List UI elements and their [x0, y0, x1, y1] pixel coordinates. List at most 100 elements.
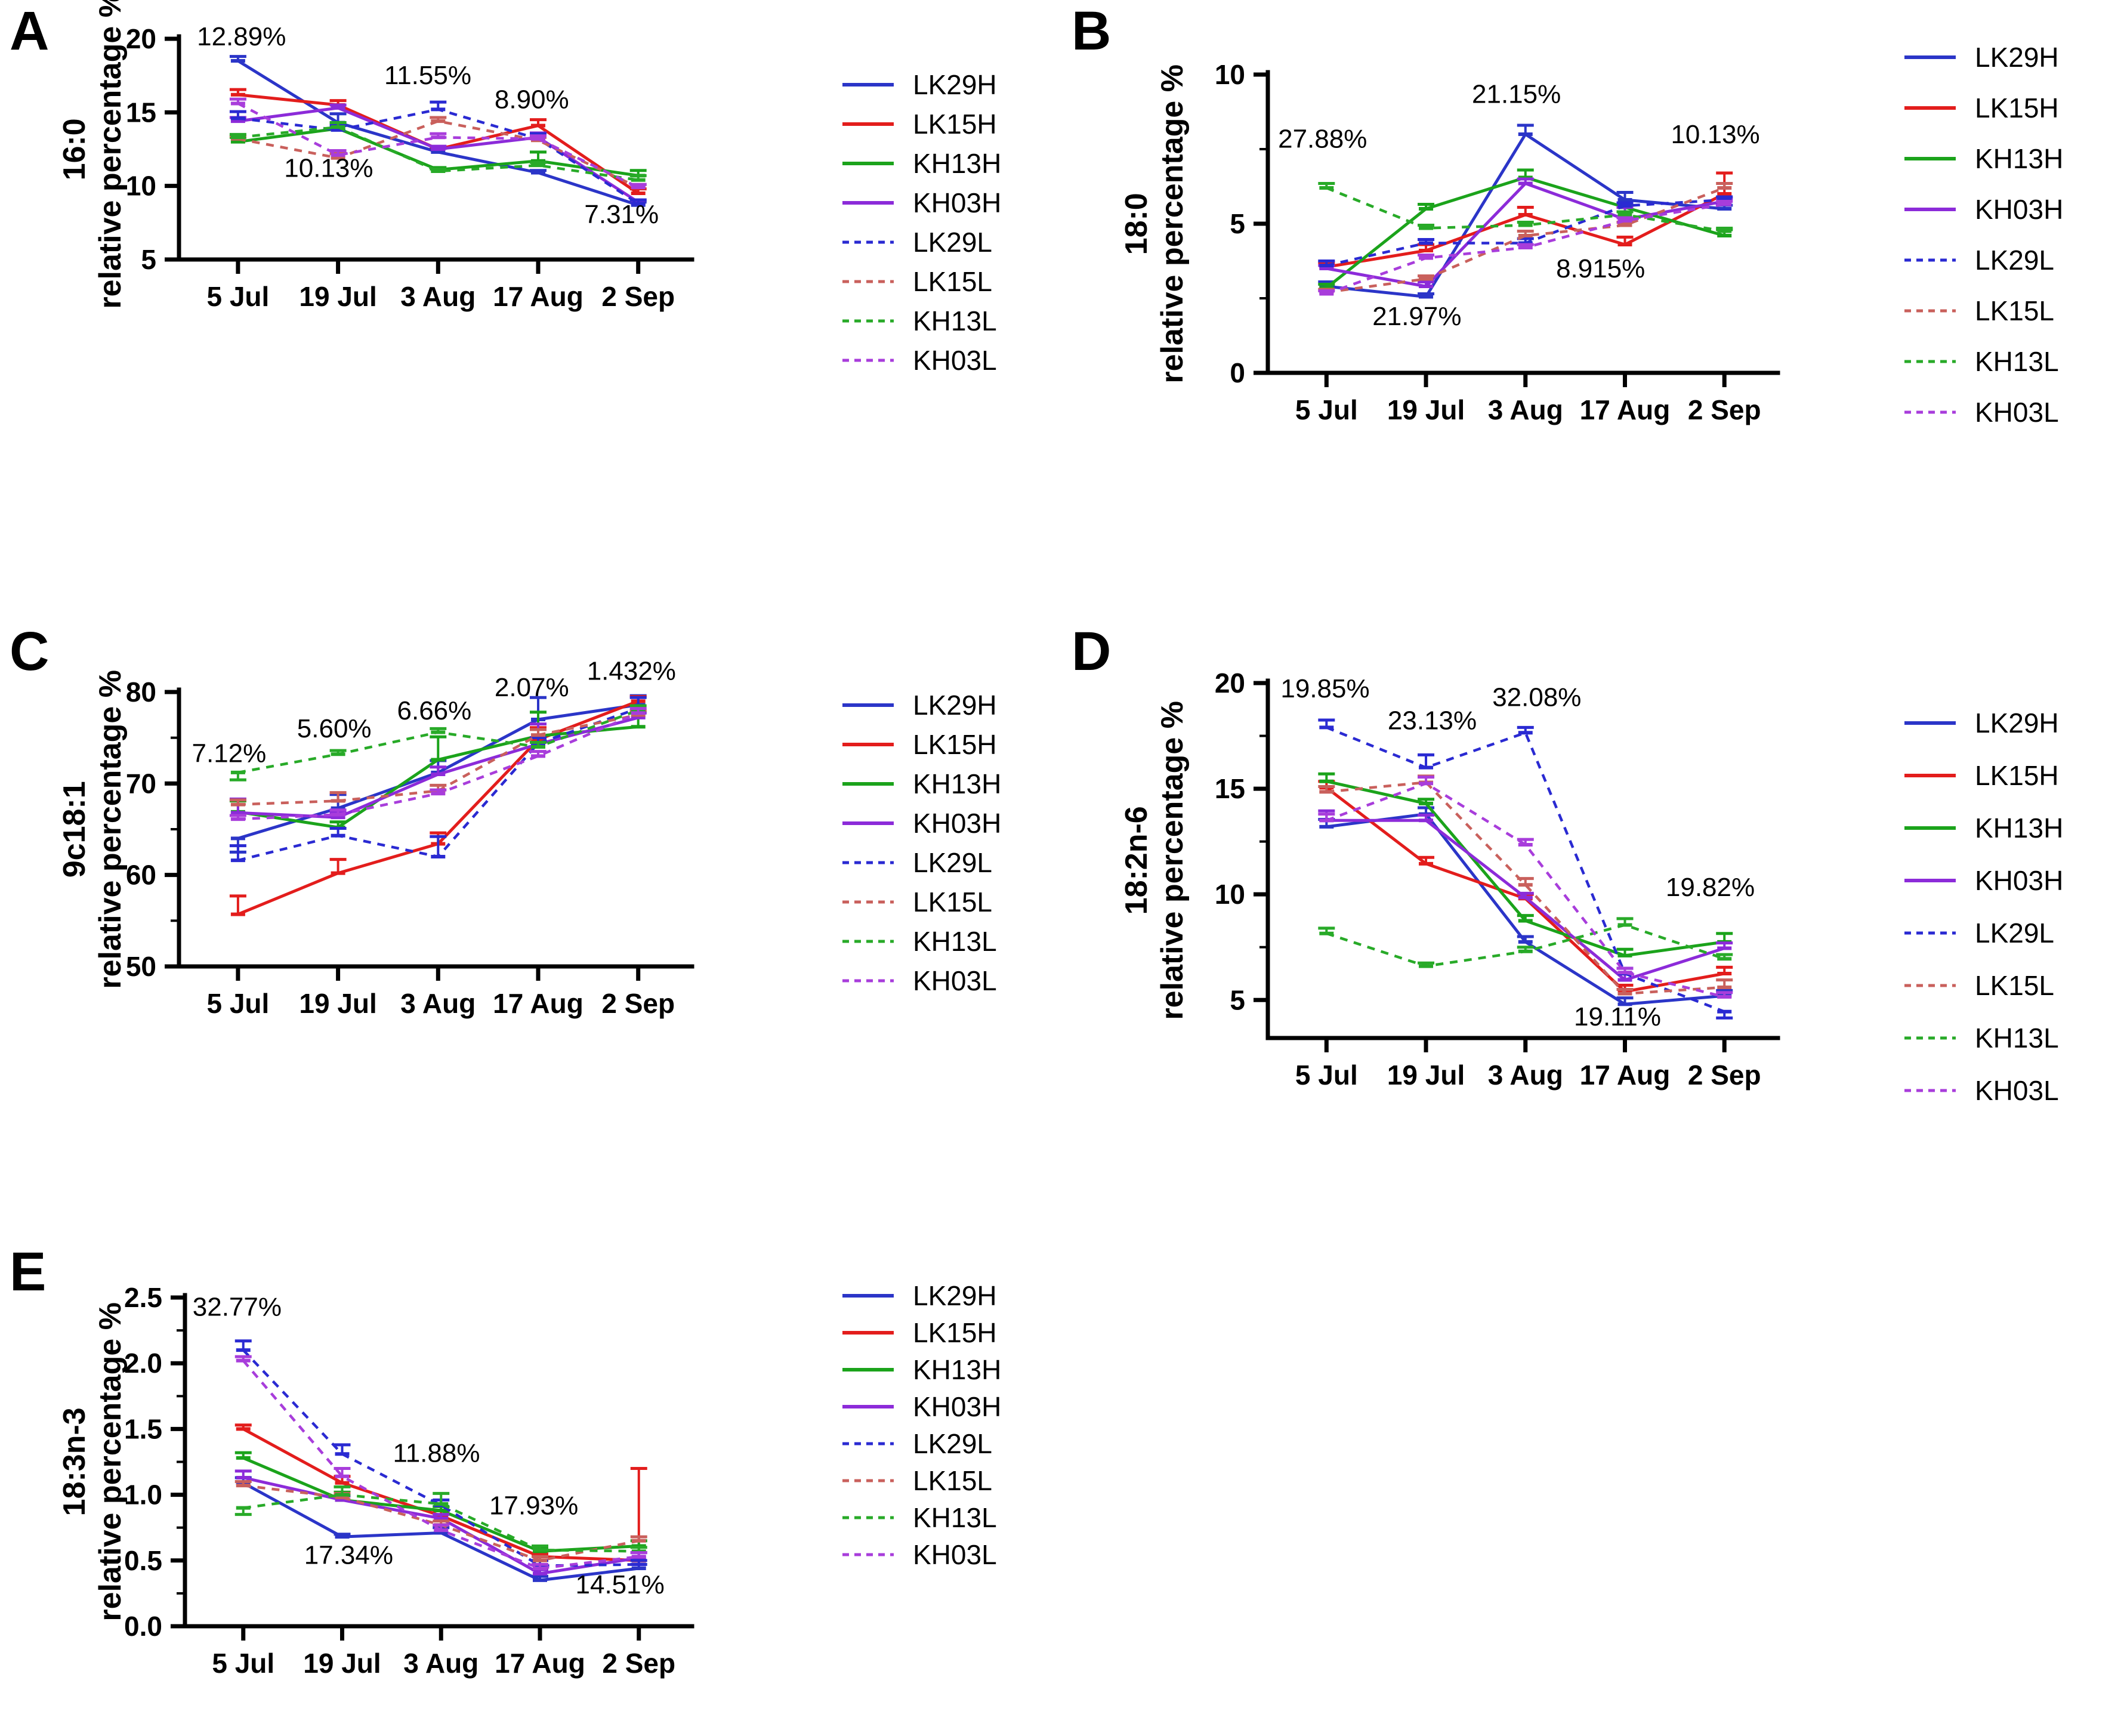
panel-letter: A — [10, 1, 50, 61]
x-axis-ticks: 5 Jul 19 Jul 3 Aug 17 Aug 2 Sep — [206, 966, 675, 1019]
data-label: 21.15% — [1472, 80, 1561, 109]
x-tick-label: 17 Aug — [1580, 394, 1671, 425]
y-tick-label: 50 — [126, 951, 156, 982]
data-label: 17.34% — [304, 1540, 393, 1570]
data-label: 5.60% — [297, 714, 372, 743]
annotations: 27.88% 21.15% 10.13% 8.915% 21.97% — [1278, 80, 1760, 332]
data-label: 11.55% — [384, 61, 471, 90]
x-axis-ticks: 5 Jul 19 Jul 3 Aug 17 Aug 2 Sep — [1295, 373, 1761, 425]
y-tick-label: 1.0 — [124, 1479, 162, 1510]
series-KH13L — [1318, 917, 1733, 968]
x-tick-label: 2 Sep — [601, 988, 675, 1019]
y-tick-label: 0.0 — [124, 1611, 162, 1642]
axes — [1265, 678, 1780, 1040]
panel-letter: B — [1072, 1, 1112, 61]
data-label: 12.89% — [197, 22, 286, 51]
annotations: 12.89% 11.55% 8.90% 10.13% 7.31% — [197, 22, 659, 229]
series-KH03L — [229, 707, 647, 821]
x-axis-ticks: 5 Jul 19 Jul 3 Aug 17 Aug 2 Sep — [206, 260, 675, 312]
data-label: 7.12% — [192, 739, 267, 768]
data-label: 19.11% — [1574, 1002, 1661, 1031]
data-label: 11.88% — [393, 1439, 480, 1468]
panel-letter: D — [1072, 621, 1112, 682]
panel-letter: E — [10, 1241, 47, 1302]
data-label: 1.432% — [587, 656, 676, 685]
y-tick-label: 20 — [126, 23, 156, 54]
x-tick-label: 2 Sep — [1688, 1059, 1761, 1091]
x-tick-label: 19 Jul — [1387, 1059, 1465, 1091]
x-tick-label: 17 Aug — [493, 988, 584, 1019]
series-LK29H — [1318, 806, 1733, 1006]
series-KH13L — [1318, 182, 1733, 233]
y-tick-label: 2.0 — [124, 1348, 162, 1379]
series-KH03L — [1318, 200, 1733, 296]
x-tick-label: 19 Jul — [1387, 394, 1465, 425]
x-tick-label: 5 Jul — [206, 988, 269, 1019]
x-tick-label: 17 Aug — [493, 281, 584, 312]
x-tick-label: 5 Jul — [1295, 394, 1358, 425]
x-tick-label: 3 Aug — [403, 1648, 478, 1679]
panel-E: E 18:3n-3 relative percentage % 0.0 0.5 1.… — [0, 1241, 1062, 1736]
x-tick-label: 2 Sep — [602, 1648, 675, 1679]
y-tick-label: 15 — [1215, 773, 1245, 804]
y-tick-label: 60 — [126, 860, 156, 891]
x-tick-label: 2 Sep — [601, 281, 675, 312]
x-axis-ticks: 5 Jul 19 Jul 3 Aug 17 Aug 2 Sep — [212, 1626, 675, 1679]
chart-D-plot: 5 10 15 20 5 Jul 19 Jul 3 Aug 17 Aug 2 Sep 19.85%… — [1215, 668, 1780, 1091]
annotations: 32.77% 17.34% 11.88% 17.93% 14.51% — [193, 1292, 665, 1599]
series-KH13H — [1318, 772, 1733, 957]
data-label: 19.82% — [1666, 873, 1755, 902]
y-tick-label: 10 — [126, 171, 156, 202]
y-axis-ticks: 5 10 15 20 — [1215, 668, 1268, 1015]
x-tick-label: 19 Jul — [303, 1648, 381, 1679]
y-tick-label: 5 — [1230, 984, 1245, 1015]
data-label: 21.97% — [1372, 302, 1461, 331]
y-axis-ticks: 50 60 70 80 — [126, 677, 179, 982]
panel-letter: C — [10, 621, 50, 682]
x-tick-label: 3 Aug — [1488, 1059, 1563, 1091]
x-tick-label: 19 Jul — [299, 988, 376, 1019]
y-axis-ticks: 0 5 10 — [1215, 59, 1268, 388]
annotations: 19.85% 23.13% 32.08% 19.11% 19.82% — [1280, 674, 1755, 1031]
x-tick-label: 19 Jul — [299, 281, 376, 312]
series-KH03L — [1318, 776, 1733, 999]
y-tick-label: 5 — [141, 244, 156, 275]
x-tick-label: 3 Aug — [1488, 394, 1563, 425]
x-tick-label: 5 Jul — [1295, 1059, 1358, 1091]
y-tick-label: 0 — [1230, 357, 1245, 388]
panel-D: D 18:2n-6 relative percentage % 5 10 15 20 5… — [1062, 620, 2124, 1217]
panel-C: C 9c18:1 relative percentage % 50 60 70 80 5… — [0, 620, 1062, 1217]
chart-A-plot: 5 10 15 20 5 Jul 19 Jul 3 Aug 17 Aug 2 Sep 12.89%… — [126, 22, 694, 312]
chart-B-plot: 0 5 10 5 Jul 19 Jul 3 Aug 17 Aug 2 Sep 27.88% 21.… — [1215, 59, 1780, 425]
y-tick-label: 2.5 — [124, 1282, 162, 1313]
series-LK29L — [229, 696, 647, 863]
x-tick-label: 3 Aug — [400, 281, 476, 312]
x-tick-label: 2 Sep — [1688, 394, 1761, 425]
chart-C-plot: 50 60 70 80 5 Jul 19 Jul 3 Aug 17 Aug 2 Sep 7.12%… — [126, 656, 694, 1019]
x-tick-label: 17 Aug — [495, 1648, 585, 1679]
y-axis-ticks: 0.0 0.5 1.0 1.5 2.0 2.5 — [124, 1282, 185, 1642]
y-tick-label: 20 — [1215, 668, 1245, 699]
data-label: 32.08% — [1492, 683, 1581, 712]
y-tick-label: 70 — [126, 768, 156, 799]
y-tick-label: 15 — [126, 97, 156, 128]
annotations: 7.12% 5.60% 6.66% 2.07% 1.432% — [192, 656, 676, 768]
data-label: 6.66% — [397, 696, 472, 725]
data-label: 27.88% — [1278, 125, 1367, 154]
data-label: 10.13% — [284, 153, 373, 183]
series-KH03L — [234, 1355, 647, 1571]
series-KH03L — [229, 97, 647, 190]
y-tick-label: 1.5 — [124, 1413, 162, 1444]
data-label: 19.85% — [1280, 674, 1369, 703]
data-label: 14.51% — [576, 1570, 665, 1599]
panel-A: A 16:0 relative percentage % 5 10 15 20 5 Ju… — [0, 0, 1062, 591]
data-label: 7.31% — [584, 200, 659, 229]
data-label: 8.90% — [495, 85, 569, 115]
data-label: 32.77% — [193, 1292, 282, 1321]
series-KH13L — [229, 121, 647, 182]
series-KH13H — [1318, 168, 1733, 290]
y-tick-label: 10 — [1215, 59, 1245, 90]
data-label: 2.07% — [495, 673, 569, 702]
data-label: 10.13% — [1671, 120, 1759, 149]
y-tick-label: 80 — [126, 677, 156, 708]
